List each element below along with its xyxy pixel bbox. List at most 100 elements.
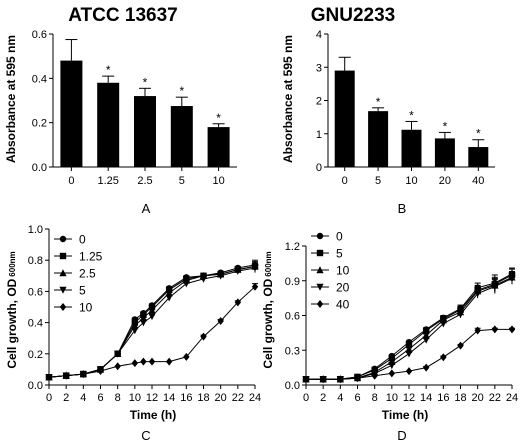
panel-c-data-point (131, 359, 139, 368)
panel-d-data-point (422, 336, 430, 344)
panel-b-y-tick-label: 3 (316, 62, 322, 74)
panel-d-data-point (491, 325, 499, 334)
panel-c-data-point (251, 282, 259, 291)
panel-a-bar (207, 127, 230, 167)
panel-a-bar (170, 106, 193, 167)
panel-d-x-tick-label: 24 (506, 392, 518, 404)
panel-b-bar (468, 147, 489, 167)
panel-c-x-tick-label: 16 (180, 392, 192, 404)
panel-d: Cell growth, OD600nm 0.00.30.60.91.20 2 4 6… (261, 230, 518, 443)
panel-c-legend-marker (59, 235, 67, 243)
panel-b-x-tick-label: 5 (375, 175, 381, 187)
panel-d-legend-label: 20 (336, 281, 350, 295)
panel-b-y-tick-label: 1 (316, 129, 322, 141)
panel-c-data-point (62, 371, 70, 380)
panel-c-data-point (165, 357, 173, 366)
panel-c-x-tick-label: 6 (97, 392, 103, 404)
panel-c-x-tick-label: 24 (249, 392, 261, 404)
panel-c-data-point (199, 275, 208, 283)
panel-d-x-tick-label: 2 (320, 392, 326, 404)
panel-d-legend-marker (316, 232, 324, 240)
panel-d-x-tick-label: 6 (354, 392, 360, 404)
panel-d-data-point (302, 375, 310, 384)
panel-d-y-axis-label-subscript: 600nm (264, 251, 273, 276)
panel-c-data-point (139, 319, 148, 327)
panel-a-bar (60, 60, 83, 167)
panel-d-data-point (508, 275, 516, 283)
panel-c-y-tick-label: 0.0 (28, 380, 43, 392)
panel-b-significance-mark: * (376, 95, 381, 109)
panel-c-data-point (200, 332, 207, 341)
panel-c-x-tick-label: 20 (215, 392, 227, 404)
panel-d-plot: 0.00.30.60.91.20 2 4 6 8 10 12 14 16 18 20 22 240510… (285, 230, 518, 405)
panel-c-data-point (148, 313, 156, 321)
panel-c-data-point (148, 357, 156, 366)
panel-c-series-line (48, 286, 256, 378)
panel-d-data-point (422, 363, 430, 372)
panel-d-legend-label: 40 (336, 298, 350, 312)
panel-d-data-point (319, 375, 327, 384)
panel-c-data-point (165, 289, 173, 297)
panel-a-x-tick-label: 1.25 (97, 175, 118, 187)
panel-c-data-point (97, 366, 104, 375)
panel-d-x-tick-label: 8 (372, 392, 378, 404)
panel-c-legend-marker (59, 252, 67, 260)
panel-c-data-point (80, 370, 87, 379)
panel-c-data-point (183, 352, 190, 361)
panel-d-x-tick-label: 12 (403, 392, 415, 404)
panel-a-significance-mark: * (106, 63, 111, 77)
panel-a-significance-mark: * (216, 111, 221, 125)
panel-c-data-point (140, 357, 147, 366)
panel-d-data-point (439, 320, 447, 328)
panel-d-data-point (354, 374, 361, 383)
panel-c-x-tick-label: 12 (146, 392, 158, 404)
panel-b-significance-mark: * (409, 108, 414, 122)
panel-b: GNU2233 Absorbance at 595 nm 0 1 2 3 40 * 5 * 10… (281, 5, 495, 216)
panel-a-title: ATCC 13637 (68, 5, 177, 26)
panel-c-plot: 0.00.20.40.60.81.00 2 4 6 8 10 12 14 16 18 20 22 240… (28, 224, 261, 404)
panel-d-x-tick-label: 14 (420, 392, 432, 404)
panel-b-x-tick-label: 10 (405, 175, 417, 187)
panel-c-data-point (114, 350, 122, 358)
panel-c-data-point (251, 264, 259, 272)
panel-c-x-axis-label: Time (h) (130, 408, 176, 422)
panel-a-y-tick-label: 0.6 (32, 29, 47, 41)
panel-d-y-tick-label: 0.9 (285, 276, 300, 288)
panel-b-x-tick-label: 40 (472, 175, 484, 187)
panel-b-bar (401, 129, 422, 167)
panel-d-legend-marker (316, 249, 324, 257)
panel-b-y-tick-label: 4 (316, 29, 322, 41)
panel-d-data-point (508, 325, 516, 334)
panel-c-y-tick-label: 0.6 (28, 286, 43, 298)
panel-c-data-point (139, 314, 148, 322)
panel-a-y-tick-label: 0.2 (32, 118, 47, 130)
panel-d-data-point (405, 367, 413, 376)
panel-a-y-tick-label: 0.4 (32, 73, 47, 85)
panel-b-y-tick-label: 2 (316, 96, 322, 108)
panel-c-legend-marker (59, 303, 67, 311)
panel-d-legend-marker (316, 300, 324, 308)
panel-c-x-tick-label: 0 (46, 392, 52, 404)
panel-d-data-point (405, 341, 413, 348)
panel-c-x-tick-label: 18 (197, 392, 209, 404)
panel-d-y-tick-label: 0.0 (285, 380, 300, 392)
panel-d-data-point (457, 341, 464, 350)
panel-d-legend-marker (316, 266, 324, 274)
panel-c-x-tick-label: 2 (63, 392, 69, 404)
panel-c-y-axis-label: Cell growth, OD 600nm (5, 251, 19, 368)
panel-b-y-tick-label: 0 (316, 162, 322, 174)
panel-b-y-axis-label: Absorbance at 595 nm (281, 35, 295, 163)
panel-a: ATCC 13637 Absorbance at 595 nm 0.00.20.… (4, 5, 237, 216)
panel-d-data-point (371, 371, 378, 380)
panel-c-data-point (148, 306, 156, 314)
panel-c-legend-label: 0 (79, 233, 86, 247)
panel-c-data-point (217, 272, 225, 280)
panel-c-data-point (165, 294, 173, 302)
panel-d-legend-label: 5 (336, 247, 343, 261)
panel-b-title: GNU2233 (311, 5, 396, 26)
panel-d-y-tick-label: 0.3 (285, 345, 300, 357)
panel-c-data-point (114, 362, 121, 371)
panel-a-x-tick-label: 10 (212, 175, 224, 187)
